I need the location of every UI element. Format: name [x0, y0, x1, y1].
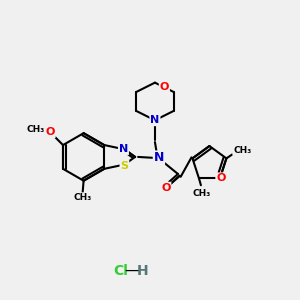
- Text: CH₃: CH₃: [193, 189, 211, 198]
- Text: Cl: Cl: [113, 264, 128, 278]
- Text: N: N: [119, 144, 128, 154]
- Text: H: H: [136, 264, 148, 278]
- Text: —: —: [124, 262, 140, 278]
- Text: CH₃: CH₃: [26, 125, 44, 134]
- Text: S: S: [120, 160, 128, 170]
- Text: N: N: [150, 115, 160, 125]
- Text: CH₃: CH₃: [233, 146, 251, 155]
- Text: N: N: [154, 152, 164, 164]
- Text: CH₃: CH₃: [74, 193, 92, 202]
- Text: O: O: [160, 82, 169, 92]
- Text: O: O: [46, 127, 55, 137]
- Text: O: O: [216, 173, 226, 183]
- Text: O: O: [161, 183, 170, 193]
